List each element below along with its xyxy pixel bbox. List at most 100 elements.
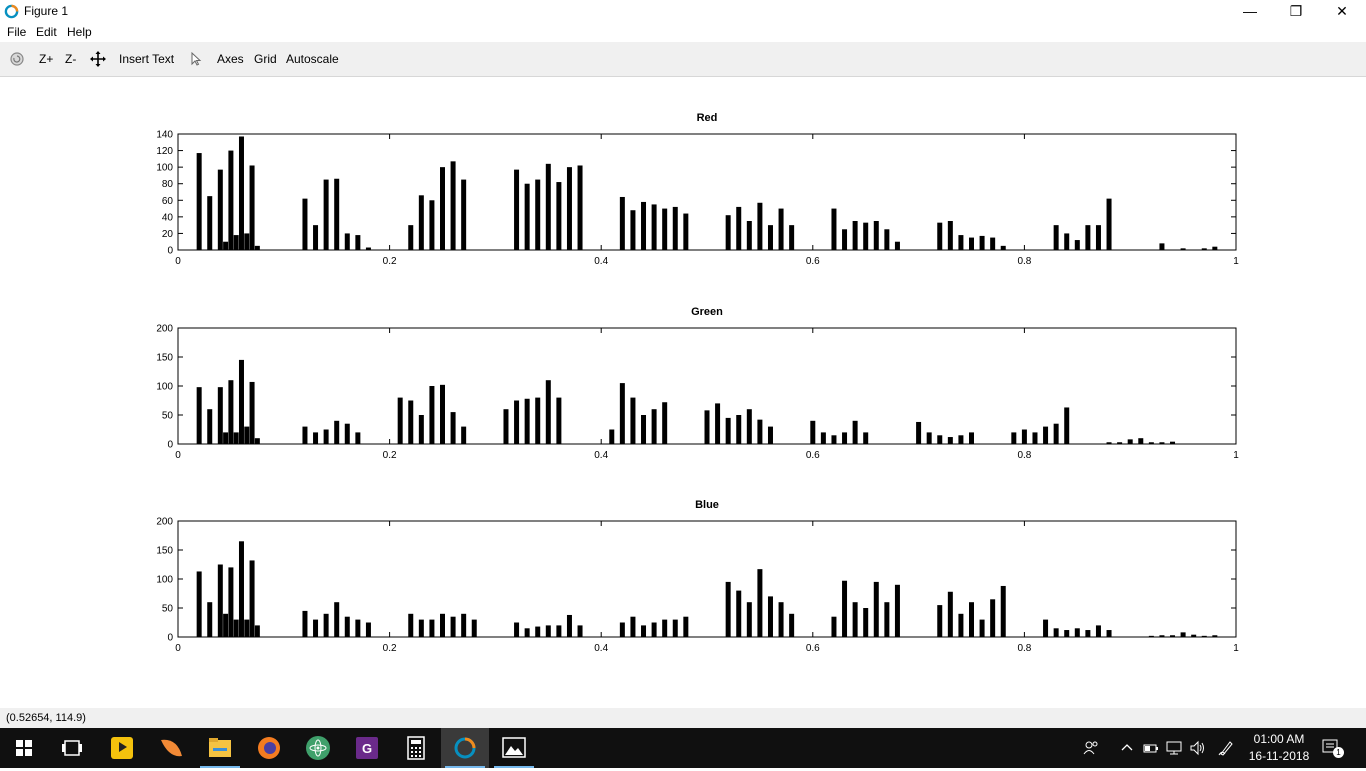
histogram-bar <box>228 567 234 637</box>
chevron-up-icon[interactable] <box>1117 738 1137 758</box>
x-tick-label: 0.2 <box>383 450 397 461</box>
playit-icon[interactable] <box>98 728 146 768</box>
maximize-button[interactable]: ❐ <box>1289 3 1303 19</box>
y-tick-label: 0 <box>167 440 173 451</box>
pen-icon[interactable] <box>1216 738 1236 758</box>
histogram-bar <box>789 225 795 250</box>
histogram-bar <box>254 438 260 444</box>
firefox-icon[interactable] <box>245 728 293 768</box>
histogram-bar <box>947 437 953 444</box>
x-tick-label: 0 <box>175 643 181 654</box>
photos-icon[interactable] <box>490 728 538 768</box>
histogram-bar <box>651 204 657 250</box>
histogram-bar <box>249 165 255 250</box>
histogram-bar <box>1148 442 1154 444</box>
rotate-icon[interactable] <box>9 51 25 67</box>
histogram-bar <box>397 397 403 444</box>
histogram-bar <box>429 200 435 250</box>
file-explorer-icon[interactable] <box>196 728 244 768</box>
histogram-bar <box>842 432 848 444</box>
histogram-bar <box>418 619 424 637</box>
people-icon[interactable] <box>1081 738 1101 758</box>
zoom-in-button[interactable]: Z+ <box>39 52 54 66</box>
orange-app-icon[interactable] <box>147 728 195 768</box>
network-icon[interactable] <box>1164 738 1184 758</box>
histogram-bar <box>514 169 520 250</box>
histogram-bar <box>1053 225 1059 250</box>
histogram-bar <box>958 235 964 250</box>
histogram-bar <box>365 247 371 250</box>
select-cursor-icon[interactable] <box>188 51 204 67</box>
battery-icon[interactable] <box>1141 738 1161 758</box>
histogram-bar <box>365 622 371 637</box>
minimize-button[interactable]: — <box>1243 3 1257 19</box>
histogram-bar <box>450 616 456 637</box>
grid-button[interactable]: Grid <box>254 52 277 66</box>
histogram-bar <box>736 415 742 444</box>
histogram-bar <box>1170 635 1176 637</box>
histogram-bar <box>1201 248 1207 250</box>
histogram-bar <box>334 178 340 250</box>
histogram-bar <box>937 435 943 444</box>
autoscale-button[interactable]: Autoscale <box>286 52 339 66</box>
histogram-bar <box>223 241 229 250</box>
atom-icon[interactable] <box>294 728 342 768</box>
x-tick-label: 0.8 <box>1017 256 1031 267</box>
y-tick-label: 100 <box>156 575 173 586</box>
histogram-bar <box>1159 442 1165 444</box>
clock-time[interactable]: 01:00 AM <box>1253 732 1305 746</box>
blue-histogram-axes[interactable]: Blue 0 0.2 0.4 0.6 0.8 1 0 50 100 150 200 <box>156 499 1239 654</box>
histogram-bar <box>1053 423 1059 444</box>
clock-date[interactable]: 16-11-2018 <box>1248 749 1310 763</box>
menu-file[interactable]: File <box>7 25 27 39</box>
histogram-bar <box>767 225 773 250</box>
zoom-out-button[interactable]: Z- <box>65 52 77 66</box>
green-histogram-axes[interactable]: Green 0 0.2 0.4 0.6 0.8 1 0 50 100 150 200 <box>156 306 1239 461</box>
histogram-bar <box>863 222 869 250</box>
histogram-bar <box>323 179 329 250</box>
histogram-bar <box>545 163 551 250</box>
close-button[interactable]: ✕ <box>1336 3 1348 19</box>
y-tick-label: 0 <box>167 246 173 257</box>
histogram-bar <box>1064 407 1070 444</box>
histogram-bar <box>440 613 445 637</box>
histogram-bar <box>223 432 229 444</box>
octave-app-icon <box>4 4 19 19</box>
histogram-bar <box>355 432 361 444</box>
pdf-app-icon[interactable]: G <box>343 728 391 768</box>
histogram-bar <box>228 150 234 250</box>
histogram-bar <box>831 208 837 250</box>
histogram-bar <box>1032 432 1038 444</box>
histogram-bar <box>651 409 657 444</box>
histogram-bar <box>217 169 223 250</box>
task-view-icon[interactable] <box>48 728 96 768</box>
figure-canvas[interactable]: Red 0 0.2 0.4 0.6 0.8 1 0 20 40 60 80 100 120 140 Gree… <box>0 77 1366 707</box>
axes-button[interactable]: Axes <box>217 52 244 66</box>
svg-text:G: G <box>362 741 372 756</box>
x-tick-label: 0.2 <box>383 256 397 267</box>
histogram-bar <box>1074 240 1080 250</box>
windows-start-icon[interactable] <box>0 728 48 768</box>
histogram-bar <box>884 602 890 637</box>
histogram-bar <box>725 417 731 444</box>
histogram-bar <box>233 432 239 444</box>
histogram-bar <box>429 619 435 637</box>
menu-edit[interactable]: Edit <box>36 25 57 39</box>
pan-icon[interactable] <box>90 51 106 67</box>
histogram-bar <box>672 206 678 250</box>
histogram-bar <box>820 432 826 444</box>
calculator-icon[interactable] <box>392 728 440 768</box>
red-histogram-axes[interactable]: Red 0 0.2 0.4 0.6 0.8 1 0 20 40 60 80 100 120 140 <box>156 112 1239 267</box>
octave-taskbar-icon[interactable] <box>441 728 489 768</box>
insert-text-button[interactable]: Insert Text <box>119 52 175 66</box>
histogram-bar <box>450 161 456 250</box>
histogram-bar <box>408 225 414 250</box>
volume-icon[interactable] <box>1188 738 1208 758</box>
histogram-bar <box>746 221 752 250</box>
histogram-bar <box>1212 246 1218 250</box>
histogram-bar <box>630 210 636 250</box>
menu-help[interactable]: Help <box>67 25 92 39</box>
action-center-icon[interactable]: 1 <box>1320 736 1344 760</box>
histogram-bar <box>641 625 647 637</box>
